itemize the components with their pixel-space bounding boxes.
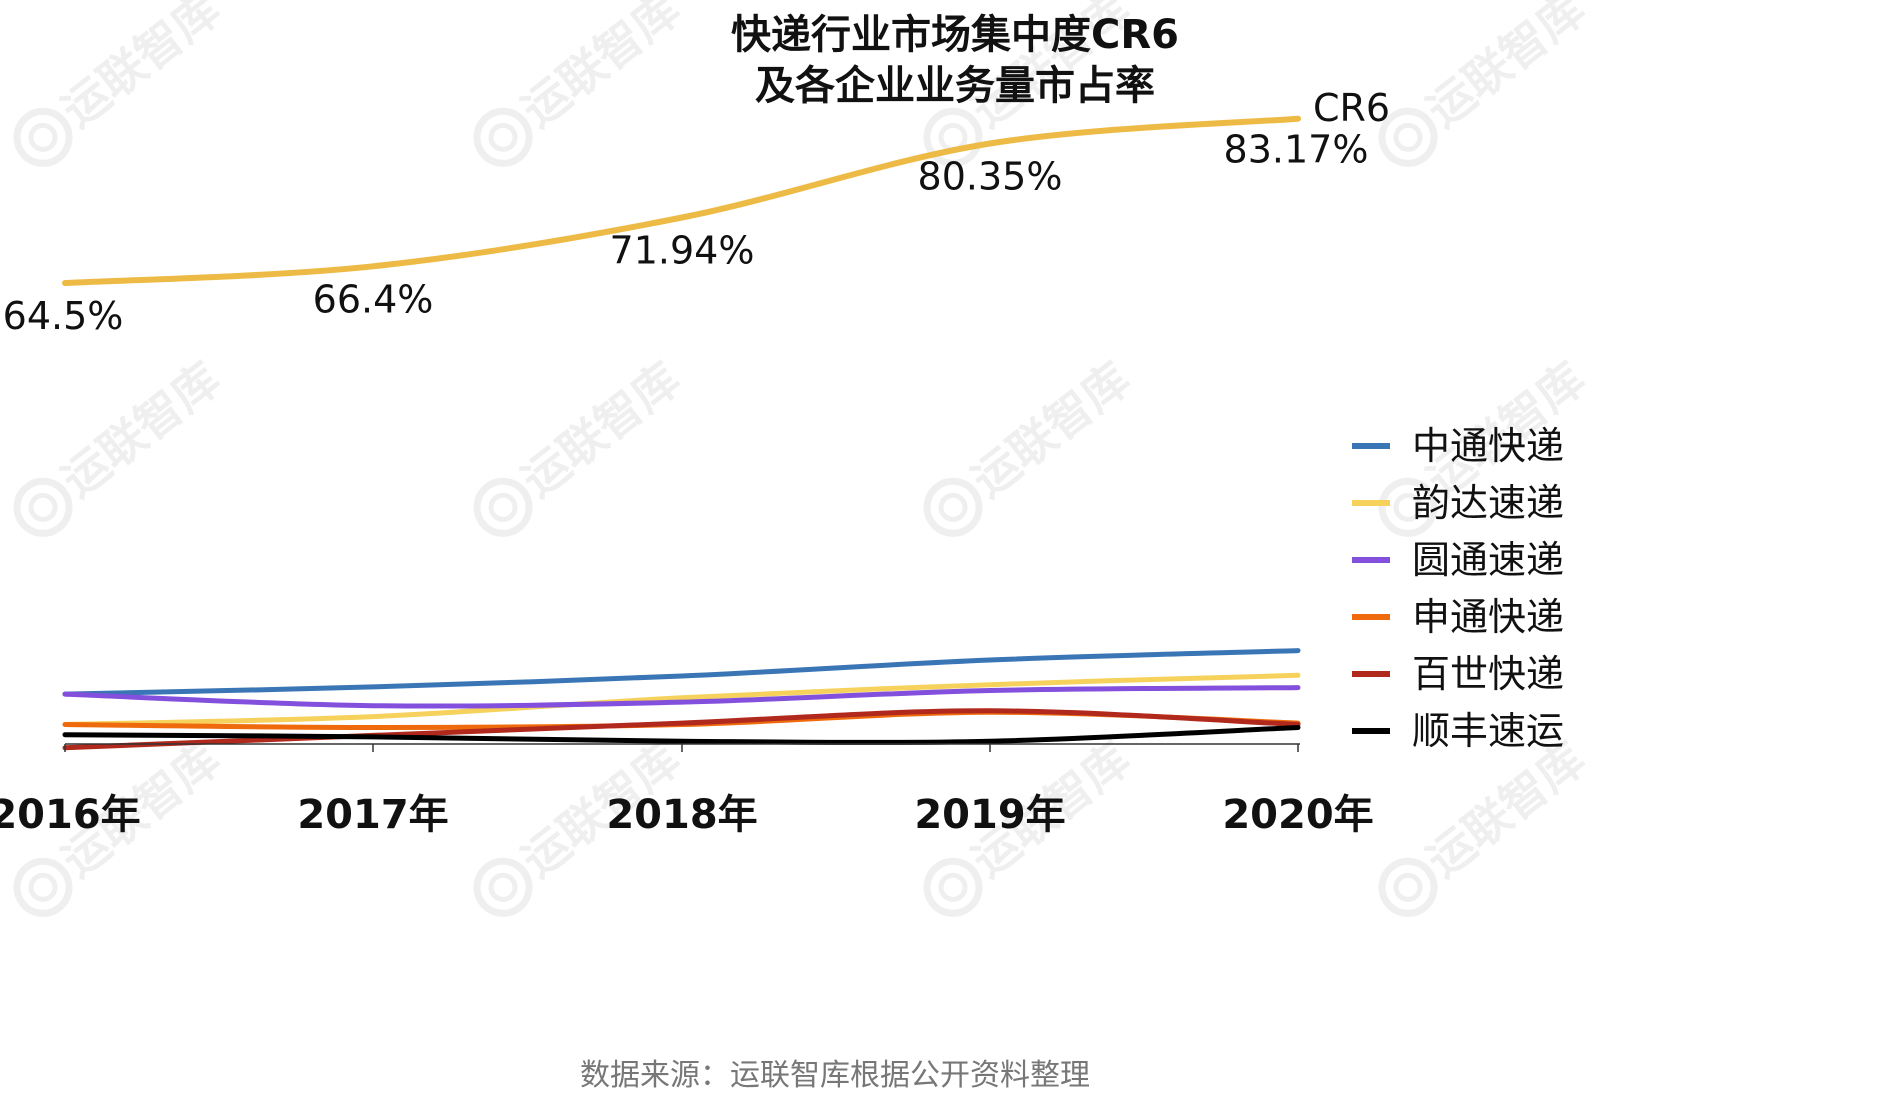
- company-share-line-chart: [62, 648, 1301, 751]
- watermark-logo-icon: [1378, 477, 1438, 537]
- watermark-text: 运联智库: [52, 0, 230, 138]
- watermark-logo-icon: [473, 477, 533, 537]
- legend-label: 顺丰速运: [1412, 709, 1564, 753]
- legend-item: 百世快递: [1352, 652, 1564, 696]
- legend-label: 圆通速递: [1412, 538, 1564, 582]
- x-tick-label: 2019年: [914, 792, 1065, 838]
- series-line-3: [62, 685, 1301, 709]
- watermark-text: 运联智库: [52, 352, 230, 508]
- x-tick-label: 2018年: [606, 792, 757, 838]
- data-label-cr6: 64.5%: [3, 294, 124, 338]
- watermark-logo-icon: [13, 857, 73, 917]
- legend-item: 顺丰速运: [1352, 709, 1564, 753]
- legend-item: 圆通速递: [1352, 538, 1564, 582]
- watermark-item: 运联智库: [1378, 732, 1595, 917]
- watermark-logo-icon: [13, 477, 73, 537]
- watermark-logo-icon: [1378, 857, 1438, 917]
- watermark-logo-icon: [923, 857, 983, 917]
- watermark-logo-icon: [13, 107, 73, 167]
- legend-item: 申通快递: [1352, 595, 1564, 639]
- watermark-item: 运联智库: [1378, 0, 1595, 167]
- series-line-6: [62, 725, 1301, 745]
- watermark-item: 运联智库: [473, 352, 690, 537]
- watermark-item: 运联智库: [923, 352, 1140, 537]
- data-label-cr6: 71.94%: [610, 229, 755, 273]
- watermark-text: 运联智库: [1417, 0, 1595, 138]
- series-line-1: [62, 648, 1301, 697]
- x-tick-label: 2016年: [0, 792, 141, 838]
- data-label-cr6: 66.4%: [313, 277, 434, 321]
- data-label-cr6: 80.35%: [918, 155, 1063, 199]
- series-line-5: [62, 708, 1301, 751]
- legend-item: 韵达速递: [1352, 481, 1564, 525]
- chart-title: 快递行业市场集中度CR6: [731, 12, 1179, 58]
- watermark-text: 运联智库: [962, 352, 1140, 508]
- watermark-text: 运联智库: [512, 0, 690, 138]
- x-tick-label: 2017年: [297, 792, 448, 838]
- legend-item: 中通快递: [1352, 424, 1564, 468]
- data-label-cr6: 83.17%: [1224, 128, 1369, 172]
- chart-subtitle: 及各企业业务量市占率: [755, 63, 1155, 109]
- watermark-logo-icon: [1378, 107, 1438, 167]
- series-label-cr6: CR6: [1313, 86, 1390, 130]
- legend-label: 韵达速递: [1412, 481, 1564, 525]
- legend-label: 百世快递: [1412, 652, 1564, 696]
- source-note: 数据来源：运联智库根据公开资料整理: [580, 1058, 1090, 1093]
- series-line-2: [62, 672, 1301, 727]
- watermark-logo-icon: [473, 107, 533, 167]
- watermark-item: 运联智库: [473, 0, 690, 167]
- watermark-item: 运联智库: [13, 352, 230, 537]
- watermark-text: 运联智库: [512, 352, 690, 508]
- x-tick-label: 2020年: [1222, 792, 1373, 838]
- watermark-logo-icon: [473, 857, 533, 917]
- cr6-line-chart: 64.5% 66.4% 71.94% 80.35% 83.17%CR6: [3, 86, 1390, 338]
- watermark-text: 运联智库: [1417, 732, 1595, 888]
- legend-label: 申通快递: [1412, 595, 1564, 639]
- legend-label: 中通快递: [1412, 424, 1564, 468]
- series-line-cr6: [62, 115, 1301, 286]
- watermark-item: 运联智库: [13, 0, 230, 167]
- watermark-logo-icon: [923, 477, 983, 537]
- x-axis: 2016年 2017年 2018年 2019年 2020年: [0, 743, 1374, 838]
